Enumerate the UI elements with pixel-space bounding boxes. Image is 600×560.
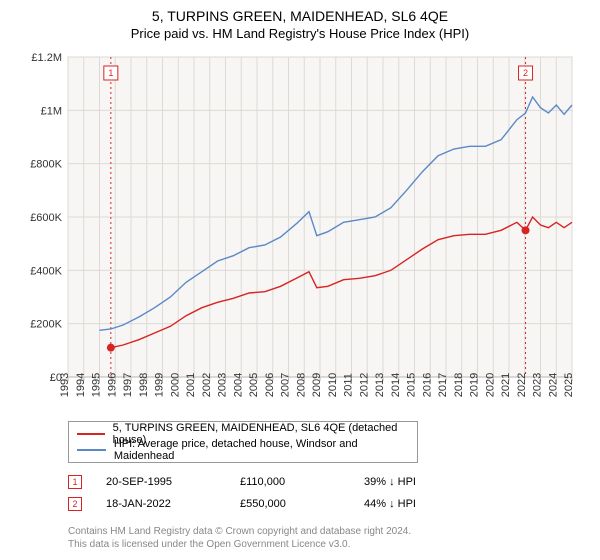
svg-text:£1.2M: £1.2M [31,52,62,64]
legend: 5, TURPINS GREEN, MAIDENHEAD, SL6 4QE (d… [68,421,418,463]
svg-text:2017: 2017 [437,373,449,397]
svg-text:2003: 2003 [217,373,229,397]
license-text: Contains HM Land Registry data © Crown c… [68,525,411,551]
transaction-row-2: 2 18-JAN-2022 £550,000 44% ↓ HPI [68,493,548,515]
svg-text:1998: 1998 [138,373,150,397]
transaction-row-1: 1 20-SEP-1995 £110,000 39% ↓ HPI [68,471,548,493]
svg-text:1994: 1994 [75,373,87,397]
license-line-1: Contains HM Land Registry data © Crown c… [68,525,411,538]
svg-text:2008: 2008 [295,373,307,397]
transaction-date-1: 20-SEP-1995 [106,476,216,488]
chart-subtitle: Price paid vs. HM Land Registry's House … [131,26,469,41]
legend-swatch-property [77,433,105,435]
transaction-date-2: 18-JAN-2022 [106,498,216,510]
svg-text:2007: 2007 [280,373,292,397]
transaction-hpi-2: 44% ↓ HPI [364,498,444,510]
transaction-price-2: £550,000 [240,498,340,510]
chart-title: 5, TURPINS GREEN, MAIDENHEAD, SL6 4QE [152,8,448,24]
svg-text:2021: 2021 [500,373,512,397]
svg-text:£800K: £800K [30,159,62,171]
svg-text:2019: 2019 [469,373,481,397]
svg-text:£1M: £1M [41,105,62,117]
svg-text:1993: 1993 [59,373,71,397]
svg-text:2006: 2006 [264,373,276,397]
svg-text:2004: 2004 [232,373,244,397]
legend-item-hpi: HPI: Average price, detached house, Wind… [77,442,409,458]
legend-swatch-hpi [77,449,106,451]
svg-text:2011: 2011 [343,373,355,397]
svg-text:£200K: £200K [30,319,62,331]
legend-label-hpi: HPI: Average price, detached house, Wind… [114,438,409,462]
svg-text:2002: 2002 [201,373,213,397]
svg-text:£600K: £600K [30,212,62,224]
svg-text:2022: 2022 [516,373,528,397]
svg-text:2024: 2024 [547,373,559,397]
svg-text:1999: 1999 [154,373,166,397]
svg-text:2015: 2015 [406,373,418,397]
svg-text:2005: 2005 [248,373,260,397]
transaction-badge-2: 2 [68,497,82,511]
svg-text:2012: 2012 [358,373,370,397]
svg-text:1996: 1996 [106,373,118,397]
price-chart: £0£200K£400K£600K£800K£1M£1.2M1993199419… [16,47,584,417]
transaction-table: 1 20-SEP-1995 £110,000 39% ↓ HPI 2 18-JA… [68,471,548,515]
svg-text:2: 2 [523,68,528,78]
svg-text:1995: 1995 [91,373,103,397]
svg-text:2020: 2020 [484,373,496,397]
svg-text:£400K: £400K [30,265,62,277]
svg-text:2025: 2025 [563,373,575,397]
svg-text:1: 1 [108,68,113,78]
transaction-badge-1: 1 [68,475,82,489]
svg-text:2010: 2010 [327,373,339,397]
svg-text:2016: 2016 [421,373,433,397]
svg-text:2009: 2009 [311,373,323,397]
svg-text:2018: 2018 [453,373,465,397]
transaction-price-1: £110,000 [240,476,340,488]
svg-text:2000: 2000 [169,373,181,397]
svg-text:1997: 1997 [122,373,134,397]
svg-text:2014: 2014 [390,373,402,397]
chart-canvas: £0£200K£400K£600K£800K£1M£1.2M1993199419… [16,47,584,417]
svg-text:2013: 2013 [374,373,386,397]
svg-text:2023: 2023 [532,373,544,397]
svg-text:2001: 2001 [185,373,197,397]
transaction-hpi-1: 39% ↓ HPI [364,476,444,488]
license-line-2: This data is licensed under the Open Gov… [68,538,411,551]
